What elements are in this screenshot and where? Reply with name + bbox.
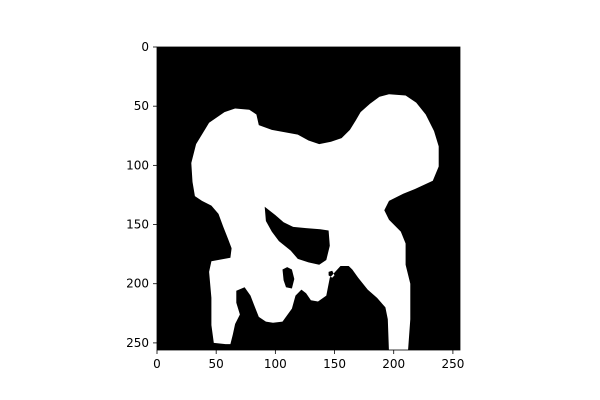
y-tick-label: 50 bbox=[134, 99, 149, 113]
x-tick-label: 250 bbox=[441, 357, 464, 371]
y-axis: 0 50 100 150 200 250 bbox=[126, 40, 157, 350]
y-tick-label: 150 bbox=[126, 218, 149, 232]
y-tick-label: 0 bbox=[141, 40, 149, 54]
plot-area bbox=[156, 46, 461, 353]
x-axis: 0 50 100 150 200 250 bbox=[153, 350, 464, 371]
y-tick-label: 100 bbox=[126, 158, 149, 172]
plot-frame bbox=[156, 46, 461, 351]
x-tick-label: 200 bbox=[382, 357, 405, 371]
y-tick-label: 250 bbox=[126, 336, 149, 350]
y-tick-label: 200 bbox=[126, 277, 149, 291]
x-tick-label: 0 bbox=[153, 357, 161, 371]
x-tick-label: 50 bbox=[209, 357, 224, 371]
x-tick-label: 100 bbox=[264, 357, 287, 371]
mask-shape bbox=[191, 94, 439, 353]
x-tick-label: 150 bbox=[323, 357, 346, 371]
